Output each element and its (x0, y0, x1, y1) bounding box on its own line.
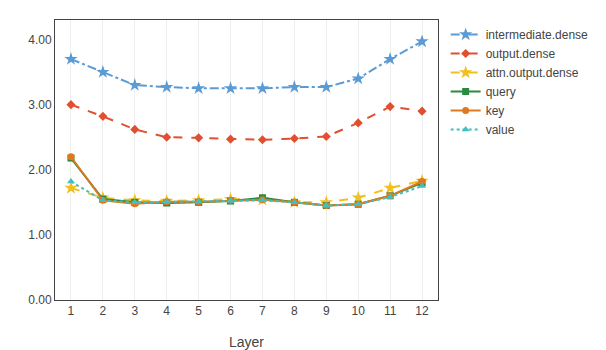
svg-text:intermediate.dense: intermediate.dense (486, 28, 588, 42)
svg-text:12: 12 (415, 304, 429, 318)
svg-text:1.00: 1.00 (28, 228, 52, 242)
svg-text:3: 3 (131, 304, 138, 318)
svg-text:8: 8 (291, 304, 298, 318)
svg-text:1: 1 (68, 304, 75, 318)
svg-text:Layer: Layer (229, 334, 264, 350)
svg-text:6: 6 (227, 304, 234, 318)
svg-text:attn.output.dense: attn.output.dense (486, 66, 579, 80)
svg-text:4.00: 4.00 (28, 33, 52, 47)
svg-text:2.00: 2.00 (28, 163, 52, 177)
svg-text:7: 7 (259, 304, 266, 318)
svg-text:key: key (486, 104, 505, 118)
svg-text:9: 9 (323, 304, 330, 318)
svg-text:3.00: 3.00 (28, 98, 52, 112)
svg-text:11: 11 (384, 304, 397, 318)
svg-text:0.00: 0.00 (28, 293, 52, 307)
svg-text:4: 4 (163, 304, 170, 318)
svg-text:5: 5 (195, 304, 202, 318)
svg-text:2: 2 (100, 304, 107, 318)
svg-text:10: 10 (352, 304, 366, 318)
svg-text:output.dense: output.dense (486, 47, 556, 61)
svg-text:value: value (486, 123, 515, 137)
svg-text:query: query (486, 85, 516, 99)
